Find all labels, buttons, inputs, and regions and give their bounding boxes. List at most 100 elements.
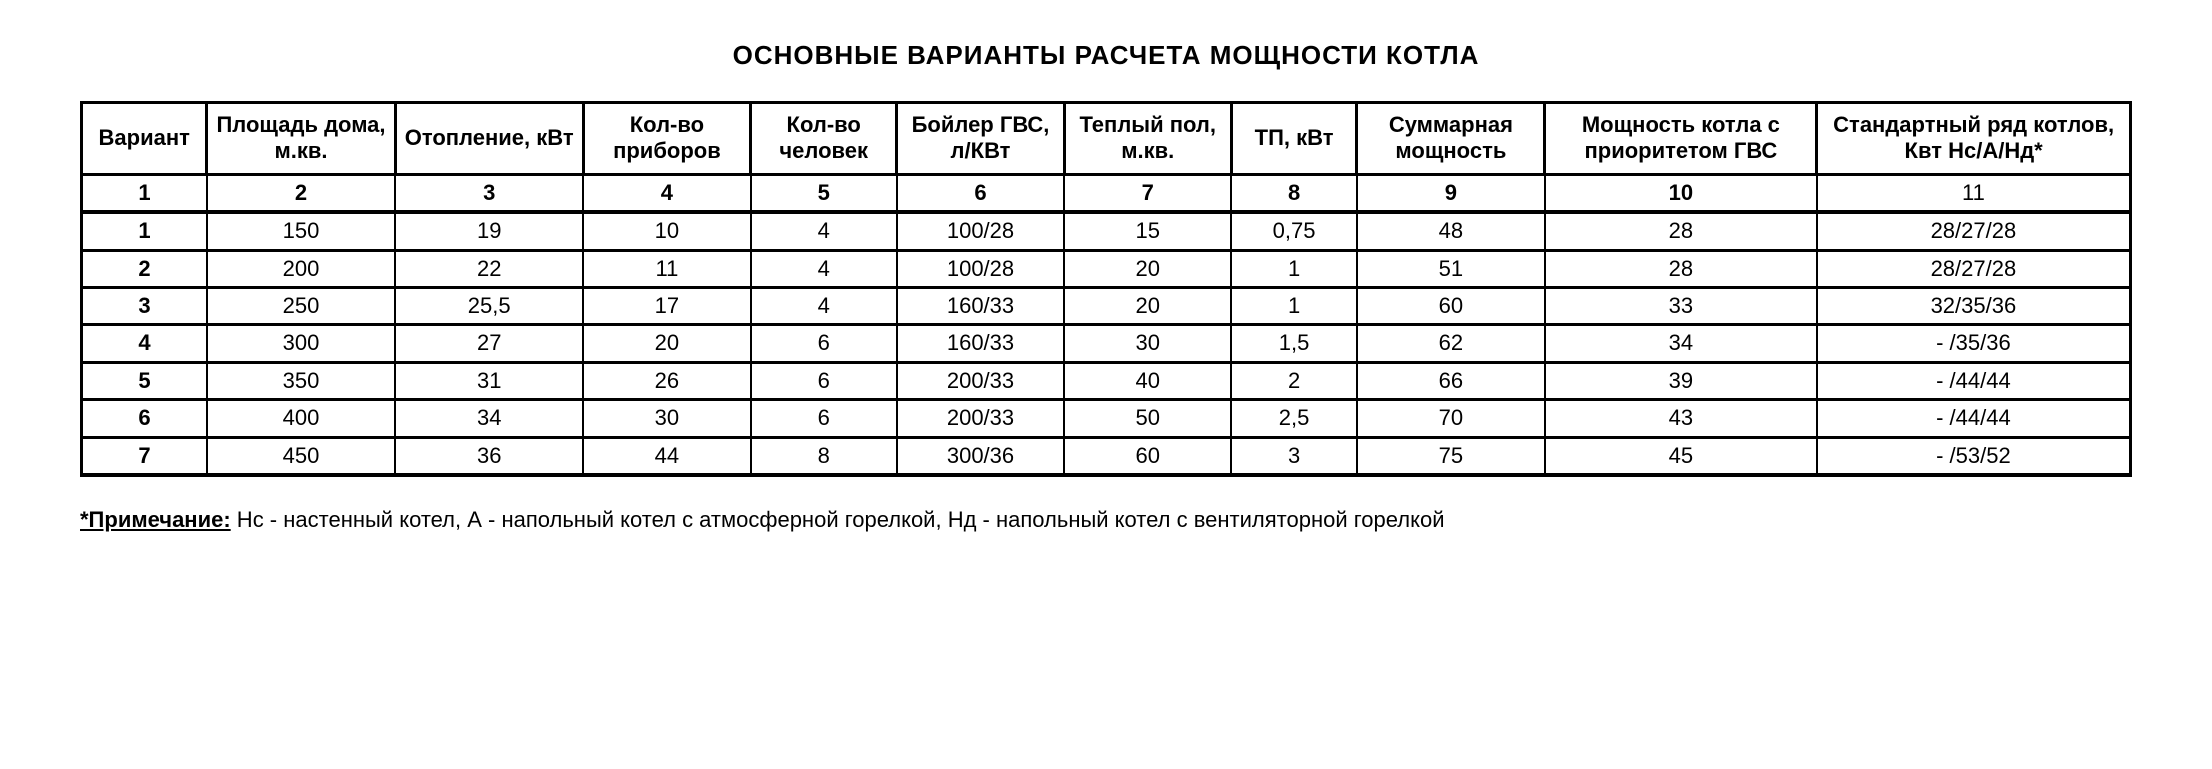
cell: 7	[82, 437, 207, 475]
cell: 22	[395, 250, 583, 287]
cell: 250	[207, 287, 395, 324]
cell: 20	[583, 325, 750, 362]
cell: 3	[1231, 437, 1356, 475]
cell: 44	[583, 437, 750, 475]
cell: 200/33	[897, 400, 1064, 437]
col-header: ТП, кВт	[1231, 103, 1356, 175]
table-row: 1 150 19 10 4 100/28 15 0,75 48 28 28/27…	[82, 212, 2131, 250]
cell: 6	[751, 362, 897, 399]
cell: 51	[1357, 250, 1545, 287]
col-header: Теплый пол, м.кв.	[1064, 103, 1231, 175]
cell: 20	[1064, 287, 1231, 324]
cell: 1	[1231, 287, 1356, 324]
cell: - /44/44	[1817, 400, 2131, 437]
cell: 1	[82, 212, 207, 250]
cell: 300	[207, 325, 395, 362]
cell: 20	[1064, 250, 1231, 287]
cell: 0,75	[1231, 212, 1356, 250]
table-row: 3 250 25,5 17 4 160/33 20 1 60 33 32/35/…	[82, 287, 2131, 324]
col-number: 7	[1064, 174, 1231, 212]
cell: 2,5	[1231, 400, 1356, 437]
cell: 40	[1064, 362, 1231, 399]
table-row: 6 400 34 30 6 200/33 50 2,5 70 43 - /44/…	[82, 400, 2131, 437]
cell: 25,5	[395, 287, 583, 324]
cell: 400	[207, 400, 395, 437]
table-row: 7 450 36 44 8 300/36 60 3 75 45 - /53/52	[82, 437, 2131, 475]
cell: 2	[1231, 362, 1356, 399]
cell: 4	[751, 250, 897, 287]
cell: 62	[1357, 325, 1545, 362]
table-header-row: Вариант Площадь дома, м.кв. Отопление, к…	[82, 103, 2131, 175]
cell: 43	[1545, 400, 1817, 437]
cell: 4	[751, 212, 897, 250]
cell: 28	[1545, 250, 1817, 287]
cell: 6	[751, 400, 897, 437]
cell: 1,5	[1231, 325, 1356, 362]
cell: 34	[395, 400, 583, 437]
col-header: Стандартный ряд котлов, Квт Нс/А/Нд*	[1817, 103, 2131, 175]
col-number: 3	[395, 174, 583, 212]
col-header: Кол-во приборов	[583, 103, 750, 175]
cell: 36	[395, 437, 583, 475]
cell: 10	[583, 212, 750, 250]
cell: 28/27/28	[1817, 212, 2131, 250]
cell: 160/33	[897, 325, 1064, 362]
table-row: 5 350 31 26 6 200/33 40 2 66 39 - /44/44	[82, 362, 2131, 399]
cell: 28/27/28	[1817, 250, 2131, 287]
cell: 34	[1545, 325, 1817, 362]
cell: 5	[82, 362, 207, 399]
cell: 3	[82, 287, 207, 324]
col-header: Мощность котла с приоритетом ГВС	[1545, 103, 1817, 175]
cell: 33	[1545, 287, 1817, 324]
cell: 350	[207, 362, 395, 399]
col-number: 4	[583, 174, 750, 212]
table-row: 4 300 27 20 6 160/33 30 1,5 62 34 - /35/…	[82, 325, 2131, 362]
cell: - /53/52	[1817, 437, 2131, 475]
cell: 28	[1545, 212, 1817, 250]
col-number: 11	[1817, 174, 2131, 212]
col-header: Бойлер ГВС, л/КВт	[897, 103, 1064, 175]
col-number: 1	[82, 174, 207, 212]
col-number: 5	[751, 174, 897, 212]
cell: 19	[395, 212, 583, 250]
cell: 6	[82, 400, 207, 437]
cell: 39	[1545, 362, 1817, 399]
col-header: Вариант	[82, 103, 207, 175]
cell: 66	[1357, 362, 1545, 399]
cell: 75	[1357, 437, 1545, 475]
cell: 17	[583, 287, 750, 324]
cell: 4	[751, 287, 897, 324]
cell: - /35/36	[1817, 325, 2131, 362]
cell: 11	[583, 250, 750, 287]
cell: 4	[82, 325, 207, 362]
footnote-label: *Примечание:	[80, 507, 231, 532]
col-header: Отопление, кВт	[395, 103, 583, 175]
col-number: 8	[1231, 174, 1356, 212]
cell: 160/33	[897, 287, 1064, 324]
col-number: 10	[1545, 174, 1817, 212]
cell: 45	[1545, 437, 1817, 475]
cell: 300/36	[897, 437, 1064, 475]
cell: - /44/44	[1817, 362, 2131, 399]
col-header: Кол-во человек	[751, 103, 897, 175]
cell: 60	[1357, 287, 1545, 324]
col-number: 2	[207, 174, 395, 212]
table-row: 2 200 22 11 4 100/28 20 1 51 28 28/27/28	[82, 250, 2131, 287]
column-number-row: 1 2 3 4 5 6 7 8 9 10 11	[82, 174, 2131, 212]
cell: 27	[395, 325, 583, 362]
col-number: 9	[1357, 174, 1545, 212]
boiler-calculation-table: Вариант Площадь дома, м.кв. Отопление, к…	[80, 101, 2132, 477]
cell: 8	[751, 437, 897, 475]
cell: 30	[583, 400, 750, 437]
page-title: ОСНОВНЫЕ ВАРИАНТЫ РАСЧЕТА МОЩНОСТИ КОТЛА	[80, 40, 2132, 71]
footnote: *Примечание: Нс - настенный котел, А - н…	[80, 507, 2132, 533]
cell: 60	[1064, 437, 1231, 475]
cell: 200	[207, 250, 395, 287]
cell: 450	[207, 437, 395, 475]
cell: 150	[207, 212, 395, 250]
cell: 2	[82, 250, 207, 287]
cell: 6	[751, 325, 897, 362]
cell: 32/35/36	[1817, 287, 2131, 324]
cell: 100/28	[897, 250, 1064, 287]
col-header: Суммарная мощность	[1357, 103, 1545, 175]
